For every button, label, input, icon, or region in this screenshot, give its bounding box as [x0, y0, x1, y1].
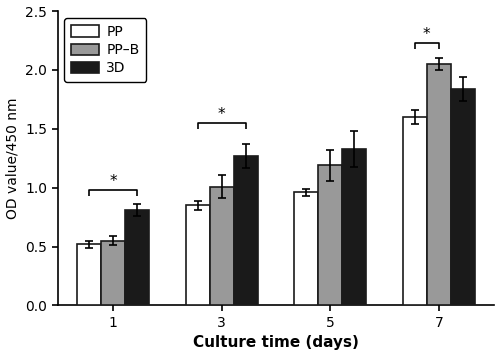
- Bar: [450, 89, 474, 305]
- Bar: [210, 187, 234, 305]
- Bar: [102, 241, 125, 305]
- Y-axis label: OD value/450 nm: OD value/450 nm: [6, 98, 20, 219]
- Text: *: *: [110, 174, 117, 189]
- Bar: [78, 244, 102, 305]
- Bar: [234, 156, 258, 305]
- Text: *: *: [423, 27, 430, 42]
- Bar: [294, 192, 318, 305]
- Text: *: *: [218, 107, 226, 122]
- X-axis label: Culture time (days): Culture time (days): [193, 335, 359, 350]
- Legend: PP, PP–B, 3D: PP, PP–B, 3D: [64, 18, 146, 82]
- Bar: [186, 205, 210, 305]
- Bar: [342, 149, 366, 305]
- Bar: [427, 64, 450, 305]
- Bar: [318, 165, 342, 305]
- Bar: [403, 117, 427, 305]
- Bar: [125, 210, 149, 305]
